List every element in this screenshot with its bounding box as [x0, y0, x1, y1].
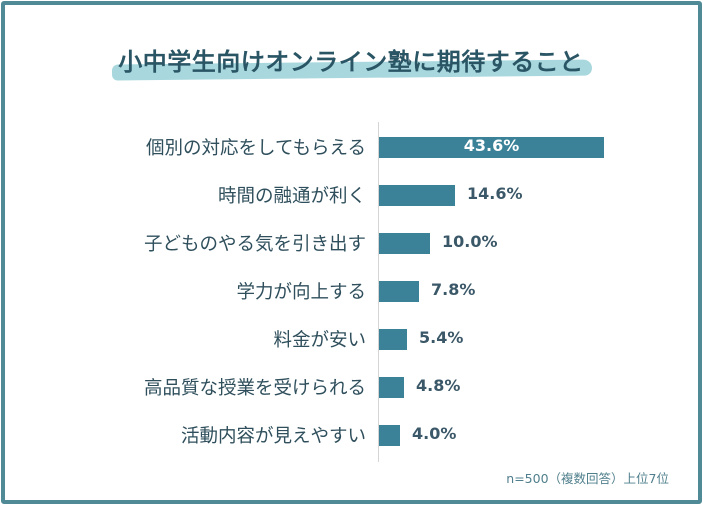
bar-row: 活動内容が見えやすい 4.0% [0, 424, 703, 447]
bar-row: 時間の融通が利く 14.6% [0, 184, 703, 207]
bar-row: 子どものやる気を引き出す 10.0% [0, 232, 703, 255]
category-label: 個別の対応をしてもらえる [146, 138, 366, 159]
bar-row: 高品質な授業を受けられる 4.8% [0, 376, 703, 399]
value-label: 10.0% [442, 232, 498, 251]
category-label: 高品質な授業を受けられる [143, 378, 366, 399]
value-label: 5.4% [419, 328, 464, 347]
category-label: 学力が向上する [236, 282, 366, 303]
value-label: 14.6% [467, 184, 523, 203]
bar [379, 185, 455, 206]
bar-row: 個別の対応をしてもらえる 43.6% [0, 136, 703, 159]
category-label: 子どものやる気を引き出す [143, 234, 366, 255]
value-label: 4.8% [416, 376, 461, 395]
bar [379, 377, 404, 398]
bar [379, 137, 604, 158]
sample-size-note: n=500（複数回答）上位7位 [506, 471, 669, 486]
bar [379, 233, 430, 254]
category-label: 時間の融通が利く [217, 186, 366, 207]
value-label: 43.6% [463, 136, 520, 155]
value-label: 4.0% [412, 424, 457, 443]
bar-row: 学力が向上する 7.8% [0, 280, 703, 303]
bar [379, 281, 419, 302]
bar-row: 料金が安い 5.4% [0, 328, 703, 351]
category-label: 活動内容が見えやすい [180, 426, 366, 447]
value-label: 7.8% [431, 280, 476, 299]
category-label: 料金が安い [273, 330, 366, 351]
chart-title: 小中学生向けオンライン塾に期待すること [118, 48, 584, 76]
title-block: 小中学生向けオンライン塾に期待すること [108, 38, 594, 84]
bar [379, 329, 407, 350]
y-axis-line [378, 122, 379, 462]
bar [379, 425, 400, 446]
